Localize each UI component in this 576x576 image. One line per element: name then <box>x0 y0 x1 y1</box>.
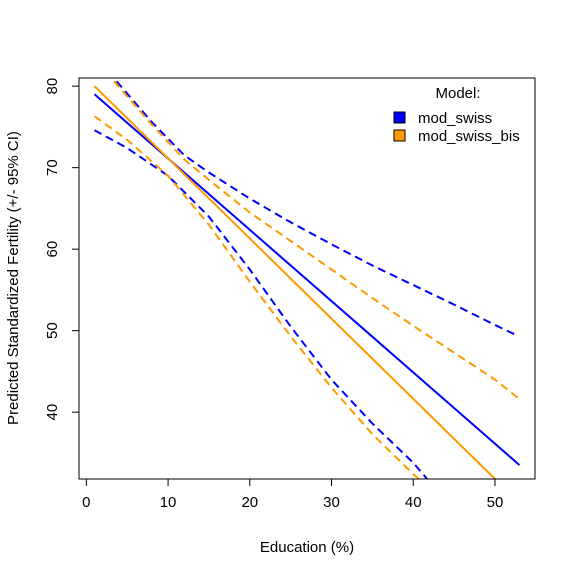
x-tick-label: 30 <box>323 494 340 511</box>
x-tick-label: 50 <box>487 494 504 511</box>
mod-swiss-bis-lower-ci-line <box>93 115 420 479</box>
x-tick-label: 40 <box>405 494 422 511</box>
legend-swatch-mod-swiss-bis <box>393 129 406 142</box>
series-lines <box>93 80 521 479</box>
x-tick-label: 0 <box>82 494 90 511</box>
legend-title: Model: <box>435 85 480 102</box>
legend: Model: mod_swiss mod_swiss_bis <box>393 85 520 145</box>
legend-swatch-mod-swiss <box>393 111 406 124</box>
y-tick-label: 80 <box>44 78 61 95</box>
y-axis-label: Predicted Standardized Fertility (+/- 95… <box>5 131 22 425</box>
mod-swiss-upper-ci-line <box>115 80 516 336</box>
y-tick-label: 40 <box>44 404 61 421</box>
x-tick-label: 20 <box>241 494 258 511</box>
mod-swiss-lower-ci-line <box>94 129 428 479</box>
legend-entry-mod-swiss: mod_swiss <box>418 110 492 127</box>
mod-swiss-bis-fit-line <box>93 85 496 479</box>
x-tick-label: 10 <box>160 494 177 511</box>
y-axis: 40 50 60 70 80 <box>44 78 80 421</box>
mod-swiss-bis-upper-ci-line <box>113 80 521 400</box>
x-axis: 0 10 20 30 40 50 <box>82 478 504 511</box>
y-tick-label: 60 <box>44 241 61 258</box>
y-tick-label: 70 <box>44 159 61 176</box>
x-axis-label: Education (%) <box>260 539 354 556</box>
legend-entry-mod-swiss-bis: mod_swiss_bis <box>418 128 520 145</box>
y-tick-label: 50 <box>44 322 61 339</box>
